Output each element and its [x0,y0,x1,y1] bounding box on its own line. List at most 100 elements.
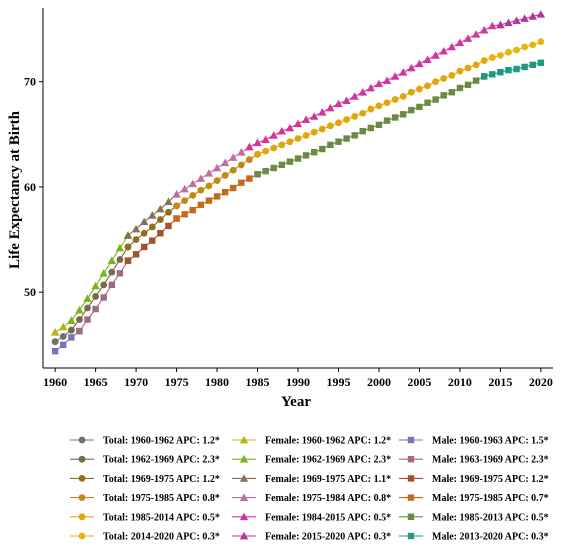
data-point [480,73,488,80]
legend-item: Male: 1960-1963 APC: 1.5* [399,436,549,447]
series-13 [76,257,132,335]
data-point [359,127,366,135]
data-point [318,108,327,116]
data-point [59,333,67,340]
data-point [343,135,350,142]
data-point [181,211,188,218]
data-point [399,93,407,100]
data-point [464,64,472,72]
data-point [100,281,108,289]
legend-item: Male: 2013-2020 APC: 0.3* [399,532,549,543]
data-point [277,126,287,135]
data-point [382,76,392,84]
data-point [92,293,100,300]
data-point [521,63,528,71]
x-tick-label: 2005 [407,375,431,389]
data-point [157,230,164,237]
data-point [238,179,245,186]
data-point [479,25,489,34]
data-point [237,161,245,169]
legend-item: Total: 1985-2014 APC: 0.5* [70,512,220,523]
series-7 [67,231,133,324]
data-point [301,115,311,123]
data-point [246,156,253,163]
data-point [431,51,440,59]
data-point [497,69,504,76]
data-point [99,269,108,277]
x-axis-ticks: 1960 1965 1970 1975 1980 1985 1990 1995 2000 2005… [43,368,553,389]
data-point [246,175,253,182]
y-tick-label: 70 [24,75,36,89]
data-point [172,190,181,198]
data-point [91,281,100,290]
x-tick-label: 1985 [246,375,270,389]
series-line [54,330,80,352]
data-point [293,119,303,128]
data-point [254,171,261,178]
data-point [318,125,326,133]
data-point [278,141,286,149]
data-point [512,16,521,24]
data-point [488,21,497,30]
data-point [76,327,83,335]
data-point [51,338,59,346]
data-point [334,99,343,108]
data-point [327,141,334,149]
data-point [140,243,148,251]
data-point [496,20,505,29]
data-point [139,217,149,226]
legend-marker [239,474,249,482]
data-point [270,144,278,152]
data-point [505,48,512,56]
data-point [319,145,326,153]
legend-label: Female: 1984-2015 APC: 0.5* [265,512,391,523]
data-point [116,270,124,277]
y-axis-ticks: 50 60 70 [24,75,43,299]
legend-item: Female: 1975-1984 APC: 0.8* [232,493,391,504]
data-point [196,174,206,182]
legend-item: Female: 1969-1975 APC: 1.1* [232,474,391,485]
legend-label: Female: 1975-1984 APC: 0.8* [265,493,391,504]
data-point [51,347,59,355]
x-tick-label: 2020 [529,375,553,389]
data-point [148,211,157,219]
data-point [375,102,383,110]
data-point [424,82,431,90]
data-point [269,131,278,139]
data-point [464,81,472,89]
legend-label: Female: 1969-1975 APC: 1.1* [265,474,391,485]
data-point [285,123,295,132]
data-point [221,189,229,196]
legend-label: Female: 2015-2020 APC: 0.3* [265,532,391,543]
data-point [367,105,375,113]
data-point [197,201,205,209]
data-point [440,92,447,99]
legend-marker [78,455,86,463]
data-point [400,111,407,118]
x-tick-label: 1960 [43,375,67,389]
x-tick-label: 2010 [448,375,472,389]
data-point [131,224,141,233]
series-14 [124,215,180,264]
data-point [140,229,148,237]
data-point [432,96,439,103]
legend-marker [407,475,415,482]
data-point [189,206,196,214]
legend-item: Male: 1985-2013 APC: 0.5* [399,512,549,523]
x-tick-label: 1990 [286,375,310,389]
x-tick-label: 1970 [124,375,148,389]
data-point [156,216,164,223]
data-point [213,177,221,185]
data-point [124,243,132,251]
legend-item: Female: 1984-2015 APC: 0.5* [232,512,391,523]
data-point [302,131,310,139]
legend-item: Total: 2014-2020 APC: 0.3* [70,532,220,543]
data-point [165,222,172,230]
data-point [335,138,342,145]
x-tick-label: 2000 [367,375,391,389]
data-point [447,42,457,51]
legend-item: Total: 1962-1969 APC: 2.3* [70,455,220,466]
data-point [100,294,107,301]
data-point [76,316,83,323]
data-point [537,38,545,46]
